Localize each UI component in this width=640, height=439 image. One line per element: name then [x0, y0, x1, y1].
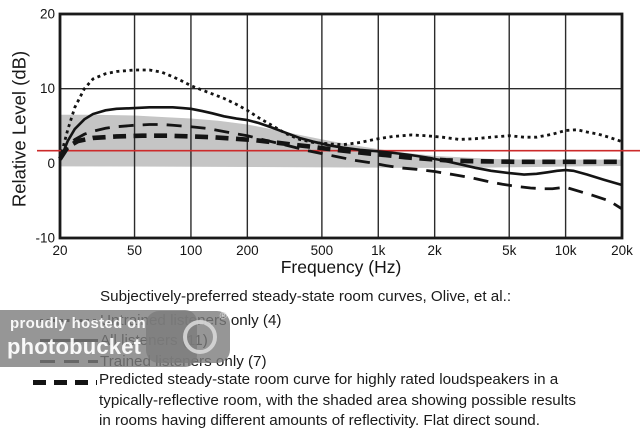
curve-solid [58, 106, 623, 187]
curve-long-dash [58, 123, 623, 211]
legend-label-multiline: Predicted steady-state room curve for hi… [99, 370, 576, 432]
shaded-band [60, 114, 622, 168]
x-tick-label: 50 [127, 243, 142, 258]
y-tick-label: 10 [40, 81, 55, 96]
curve-thick-dash [58, 133, 622, 165]
y-tick-label: 20 [40, 7, 55, 22]
x-tick-label: 5k [502, 243, 517, 258]
photobucket-logo: ® [146, 311, 230, 363]
x-tick-label: 20 [52, 243, 67, 258]
legend-title: Subjectively-preferred steady-state room… [100, 288, 512, 305]
y-tick-label: -10 [35, 231, 55, 246]
x-axis-title: Frequency (Hz) [281, 257, 402, 277]
watermark-text-line2: photobucket [7, 334, 142, 359]
x-tick-label: 100 [180, 243, 203, 258]
plot-border [58, 12, 624, 240]
y-tick-label: 0 [47, 156, 55, 171]
x-tick-label: 10k [555, 243, 577, 258]
x-tick-label: 200 [236, 243, 259, 258]
camera-lens-icon [183, 320, 217, 354]
thick-dash-line-sample [33, 380, 97, 385]
y-axis-title: Relative Level (dB) [8, 50, 30, 208]
legend-label-line-2: typically-reflective room, with the shad… [99, 391, 576, 409]
reflectivity-band [60, 114, 622, 168]
legend-label-line-1: Predicted steady-state room curve for hi… [99, 371, 559, 388]
x-tick-label: 500 [311, 243, 334, 258]
plot-frame [58, 12, 624, 240]
data-curves [58, 68, 623, 211]
x-tick-label: 20k [611, 243, 633, 258]
watermark-text-line1: proudly hosted on [10, 315, 146, 332]
registered-trademark-icon: ® [219, 311, 227, 322]
x-tick-label: 1k [371, 243, 386, 258]
legend-label-line-3: in rooms having different amounts of ref… [99, 412, 540, 430]
vertical-gridlines [133, 14, 567, 238]
x-tick-label: 2k [428, 243, 443, 258]
legend-item-predicted: Predicted steady-state room curve for hi… [0, 371, 640, 438]
